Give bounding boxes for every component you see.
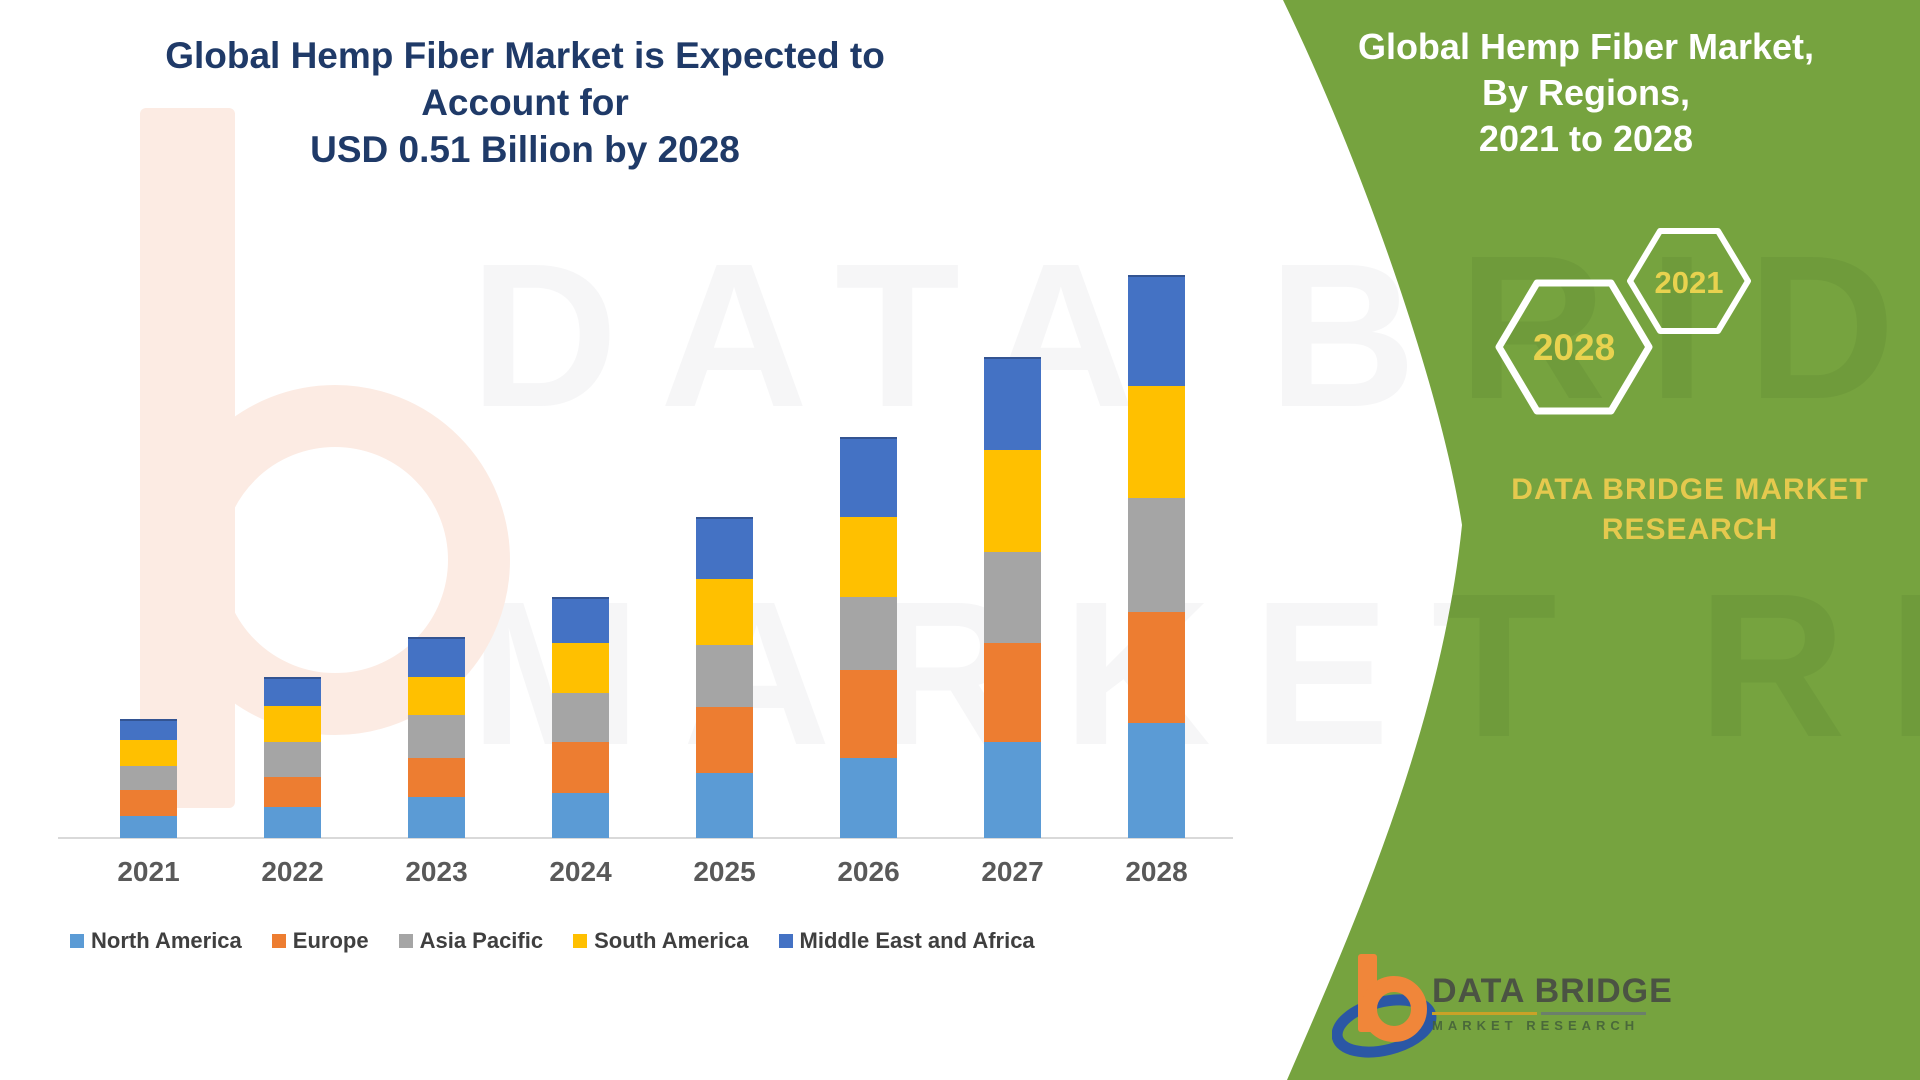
stacked-bar-chart: 2021 2022 2023 2024 2025 2026 2027 2028 (58, 275, 1233, 887)
x-axis-label-2024: 2024 (549, 856, 612, 887)
bar-segment-2025-north-america (696, 773, 753, 838)
bar-segment-2025-europe (696, 707, 753, 773)
bar-segment-2027-middle-east-and-africa (984, 357, 1041, 450)
bar-segment-2023-asia-pacific (408, 715, 465, 758)
bar-segment-2022-north-america (264, 807, 321, 838)
legend-swatch (271, 934, 286, 948)
bar-segment-2023-south-america (408, 677, 465, 715)
legend-item-south-america: South America (573, 928, 749, 954)
legend-item-asia-pacific: Asia Pacific (398, 928, 544, 954)
legend-item-north-america: North America (70, 928, 242, 954)
legend-label: Asia Pacific (419, 928, 544, 953)
bar-segment-2028-europe (1128, 612, 1185, 723)
bar-segment-2028-asia-pacific (1128, 498, 1185, 612)
legend-swatch (573, 934, 588, 948)
bar-segment-2026-europe (840, 670, 897, 758)
chart-title: Global Hemp Fiber Market is Expected to … (110, 32, 940, 173)
chart-title-line2: USD 0.51 Billion by 2028 (310, 129, 740, 170)
x-axis-label-2022: 2022 (261, 856, 324, 887)
bar-segment-2023-north-america (408, 797, 465, 838)
bar-segment-2022-asia-pacific (264, 742, 321, 777)
bar-segment-2022-south-america (264, 706, 321, 742)
chart-legend: North America Europe Asia Pacific South Ame… (70, 928, 1035, 954)
bar-segment-2028-middle-east-and-africa (1128, 275, 1185, 386)
bar-segment-2025-middle-east-and-africa (696, 517, 753, 579)
bar-segment-2028-north-america (1128, 723, 1185, 838)
x-axis-line (58, 837, 1233, 839)
bar-segment-2021-north-america (120, 816, 177, 838)
legend-label: Europe (292, 928, 369, 953)
x-axis-label-2026: 2026 (837, 856, 900, 887)
bar-segment-2021-south-america (120, 740, 177, 766)
legend-swatch (778, 934, 793, 948)
green-watermark-text-row1: DATA BRIDGE (470, 213, 1920, 442)
bar-segment-2021-middle-east-and-africa (120, 719, 177, 740)
bar-segment-2023-europe (408, 758, 465, 797)
green-watermark-text-row2: MARKET RESEARCH (470, 551, 1920, 780)
x-axis-label-2025: 2025 (693, 856, 756, 887)
bar-segment-2023-middle-east-and-africa (408, 637, 465, 677)
legend-swatch (398, 934, 413, 948)
x-axis-label-2027: 2027 (981, 856, 1044, 887)
x-axis-label-2023: 2023 (405, 856, 468, 887)
legend-item-europe: Europe (271, 928, 369, 954)
legend-label: South America (594, 928, 749, 953)
bar-segment-2024-asia-pacific (552, 693, 609, 742)
green-panel-fill (1283, 0, 1920, 1080)
bar-segment-2022-europe (264, 777, 321, 807)
bar-segment-2025-asia-pacific (696, 645, 753, 707)
x-axis-label-2028: 2028 (1125, 856, 1188, 887)
bar-segment-2024-europe (552, 742, 609, 793)
bar-segment-2026-middle-east-and-africa (840, 437, 897, 517)
legend-label: Middle East and Africa (799, 928, 1035, 953)
bar-segment-2021-europe (120, 790, 177, 816)
bar-segment-2027-europe (984, 643, 1041, 742)
bar-segment-2026-north-america (840, 758, 897, 838)
bar-segment-2024-south-america (552, 643, 609, 693)
bar-segment-2025-south-america (696, 579, 753, 645)
legend-item-middle-east-and-africa: Middle East and Africa (778, 928, 1035, 954)
x-axis-label-2021: 2021 (117, 856, 180, 887)
bar-segment-2027-south-america (984, 450, 1041, 552)
legend-swatch (70, 934, 84, 948)
bar-segment-2027-asia-pacific (984, 552, 1041, 643)
legend-label: North America (91, 928, 242, 953)
bar-segment-2026-asia-pacific (840, 597, 897, 670)
bar-segment-2022-middle-east-and-africa (264, 677, 321, 706)
chart-title-line1: Global Hemp Fiber Market is Expected to … (165, 35, 885, 123)
bar-segment-2026-south-america (840, 517, 897, 597)
bar-segment-2024-middle-east-and-africa (552, 597, 609, 643)
bar-segment-2024-north-america (552, 793, 609, 838)
bar-segment-2027-north-america (984, 742, 1041, 838)
bar-segment-2028-south-america (1128, 386, 1185, 498)
bar-segment-2021-asia-pacific (120, 766, 177, 790)
